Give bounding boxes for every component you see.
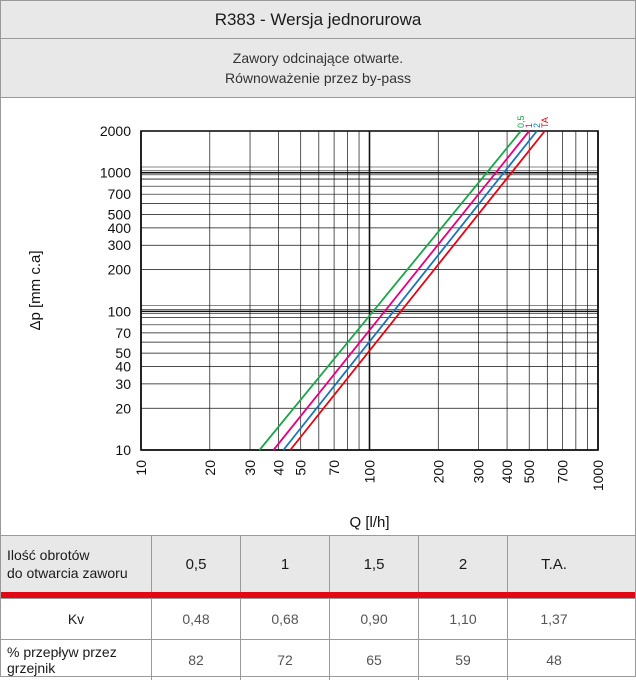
x-tick-label: 500: [521, 460, 537, 484]
series-line: [272, 130, 530, 451]
subtitle-line-1: Zawory odcinające otwarte.: [232, 50, 404, 66]
x-tick-label: 40: [271, 460, 287, 476]
accent-divider: [1, 592, 635, 598]
y-tick-label: 20: [115, 400, 131, 416]
y-tick-label: 100: [108, 303, 132, 319]
x-tick-label: 100: [362, 460, 378, 484]
table-cell: 82: [151, 640, 240, 680]
table-cell: 72: [240, 640, 329, 680]
table-row: % przepływ przez grzejnik 82 72 65 59 48: [1, 639, 635, 680]
x-tick-label: 10: [133, 460, 149, 476]
series-label: 0,5: [516, 115, 526, 128]
table-cell: 0,48: [151, 599, 240, 639]
pressure-flow-chart: 0,512TA200010007005004003002001007050403…: [27, 115, 606, 531]
subtitle-line-2: Równoważenie przez by-pass: [225, 70, 411, 86]
x-tick-label: 30: [242, 460, 258, 476]
y-axis-label: Δp [mm c.a]: [27, 250, 44, 330]
page-title: R383 - Wersja jednorurowa: [1, 1, 635, 39]
series-line: [289, 130, 546, 451]
header-label-cell: Ilość obrotów do otwarcia zaworu: [1, 536, 151, 592]
y-tick-label: 200: [108, 262, 132, 278]
x-tick-label: 700: [555, 460, 571, 484]
series-label: TA: [540, 117, 550, 128]
x-axis-label: Q [l/h]: [349, 514, 389, 531]
chart-area: 0,5 1 2 TA 2000 1000 700 500 400 300 200 100 70 50 40 3…: [1, 98, 635, 535]
table-cell: 48: [507, 640, 600, 680]
spec-table: Ilość obrotów do otwarcia zaworu 0,5 1 1…: [1, 535, 635, 680]
flow-label-line-1: % przepływ przez: [7, 644, 117, 660]
table-header-row: Ilość obrotów do otwarcia zaworu 0,5 1 1…: [1, 535, 635, 592]
header-cell: 2: [418, 536, 507, 592]
y-tick-label: 10: [115, 442, 131, 458]
table-row: Kv 0,48 0,68 0,90 1,10 1,37: [1, 598, 635, 639]
x-tick-label: 20: [202, 460, 218, 476]
y-tick-label: 300: [108, 237, 132, 253]
y-tick-label: 1000: [100, 165, 131, 181]
header-cell: 0,5: [151, 536, 240, 592]
series-label: 2: [532, 123, 542, 128]
flow-label-line-2: grzejnik: [7, 660, 56, 676]
x-tick-label: 300: [471, 460, 487, 484]
x-tick-label: 400: [499, 460, 515, 484]
subtitle: Zawory odcinające otwarte. Równoważenie …: [1, 39, 635, 98]
series-line: [282, 130, 538, 451]
table-cell: 59: [418, 640, 507, 680]
y-tick-label: 700: [108, 186, 132, 202]
x-tick-label: 70: [326, 460, 342, 476]
y-tick-label: 70: [115, 325, 131, 341]
header-label-line-1: Ilość obrotów: [7, 547, 90, 563]
table-cell: 1,37: [507, 599, 600, 639]
header-cell: 1: [240, 536, 329, 592]
kv-label: Kv: [67, 611, 85, 627]
header-cell: T.A.: [507, 536, 600, 592]
series-line: [258, 130, 522, 451]
y-tick-label: 2000: [100, 123, 131, 139]
x-tick-label: 200: [430, 460, 446, 484]
y-tick-label: 400: [108, 220, 132, 236]
y-tick-label: 500: [108, 206, 132, 222]
header-cell: 1,5: [329, 536, 418, 592]
table-cell: 0,90: [329, 599, 418, 639]
flow-label-cell: % przepływ przez grzejnik: [1, 640, 151, 680]
x-tick-label: 50: [293, 460, 309, 476]
table-cell: 65: [329, 640, 418, 680]
header-label-line-2: do otwarcia zaworu: [7, 565, 128, 581]
series-label: 1: [524, 123, 534, 128]
table-cell: 1,10: [418, 599, 507, 639]
x-tick-label: 1000: [590, 460, 606, 491]
plot-border: [140, 130, 599, 451]
y-tick-label: 30: [115, 376, 131, 392]
y-tick-label: 40: [115, 359, 131, 375]
table-cell: 0,68: [240, 599, 329, 639]
y-tick-label: 50: [115, 345, 131, 361]
